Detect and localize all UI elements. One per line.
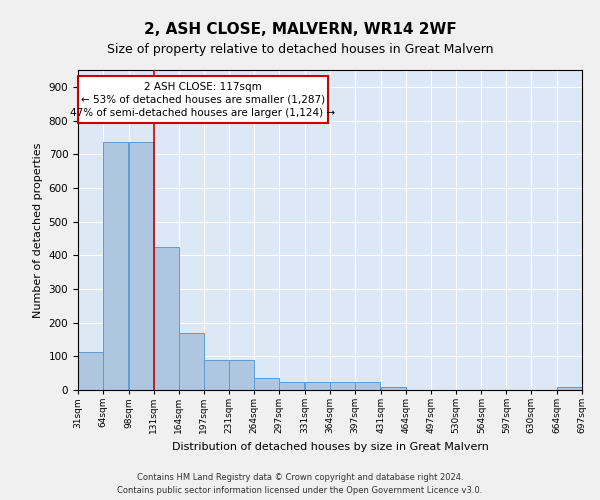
Bar [203,360,229,390]
Bar [78,352,103,390]
Text: Size of property relative to detached houses in Great Malvern: Size of property relative to detached ho… [107,42,493,56]
Text: 2, ASH CLOSE, MALVERN, WR14 2WF: 2, ASH CLOSE, MALVERN, WR14 2WF [143,22,457,38]
Bar [330,382,355,390]
Bar [355,382,380,390]
Text: 2 ASH CLOSE: 117sqm: 2 ASH CLOSE: 117sqm [144,82,262,92]
Bar [129,142,154,390]
Bar [381,386,406,390]
Text: Contains HM Land Registry data © Crown copyright and database right 2024.: Contains HM Land Registry data © Crown c… [137,474,463,482]
Bar [254,378,279,390]
Bar [179,334,203,390]
Bar [229,360,254,390]
Bar [279,382,304,390]
X-axis label: Distribution of detached houses by size in Great Malvern: Distribution of detached houses by size … [172,442,488,452]
Text: Contains public sector information licensed under the Open Government Licence v3: Contains public sector information licen… [118,486,482,495]
Bar [103,142,128,390]
Bar [154,247,179,390]
Y-axis label: Number of detached properties: Number of detached properties [33,142,43,318]
Text: 47% of semi-detached houses are larger (1,124) →: 47% of semi-detached houses are larger (… [70,108,335,118]
Text: ← 53% of detached houses are smaller (1,287): ← 53% of detached houses are smaller (1,… [81,94,325,104]
Bar [305,382,330,390]
FancyBboxPatch shape [78,76,328,123]
Bar [557,386,582,390]
